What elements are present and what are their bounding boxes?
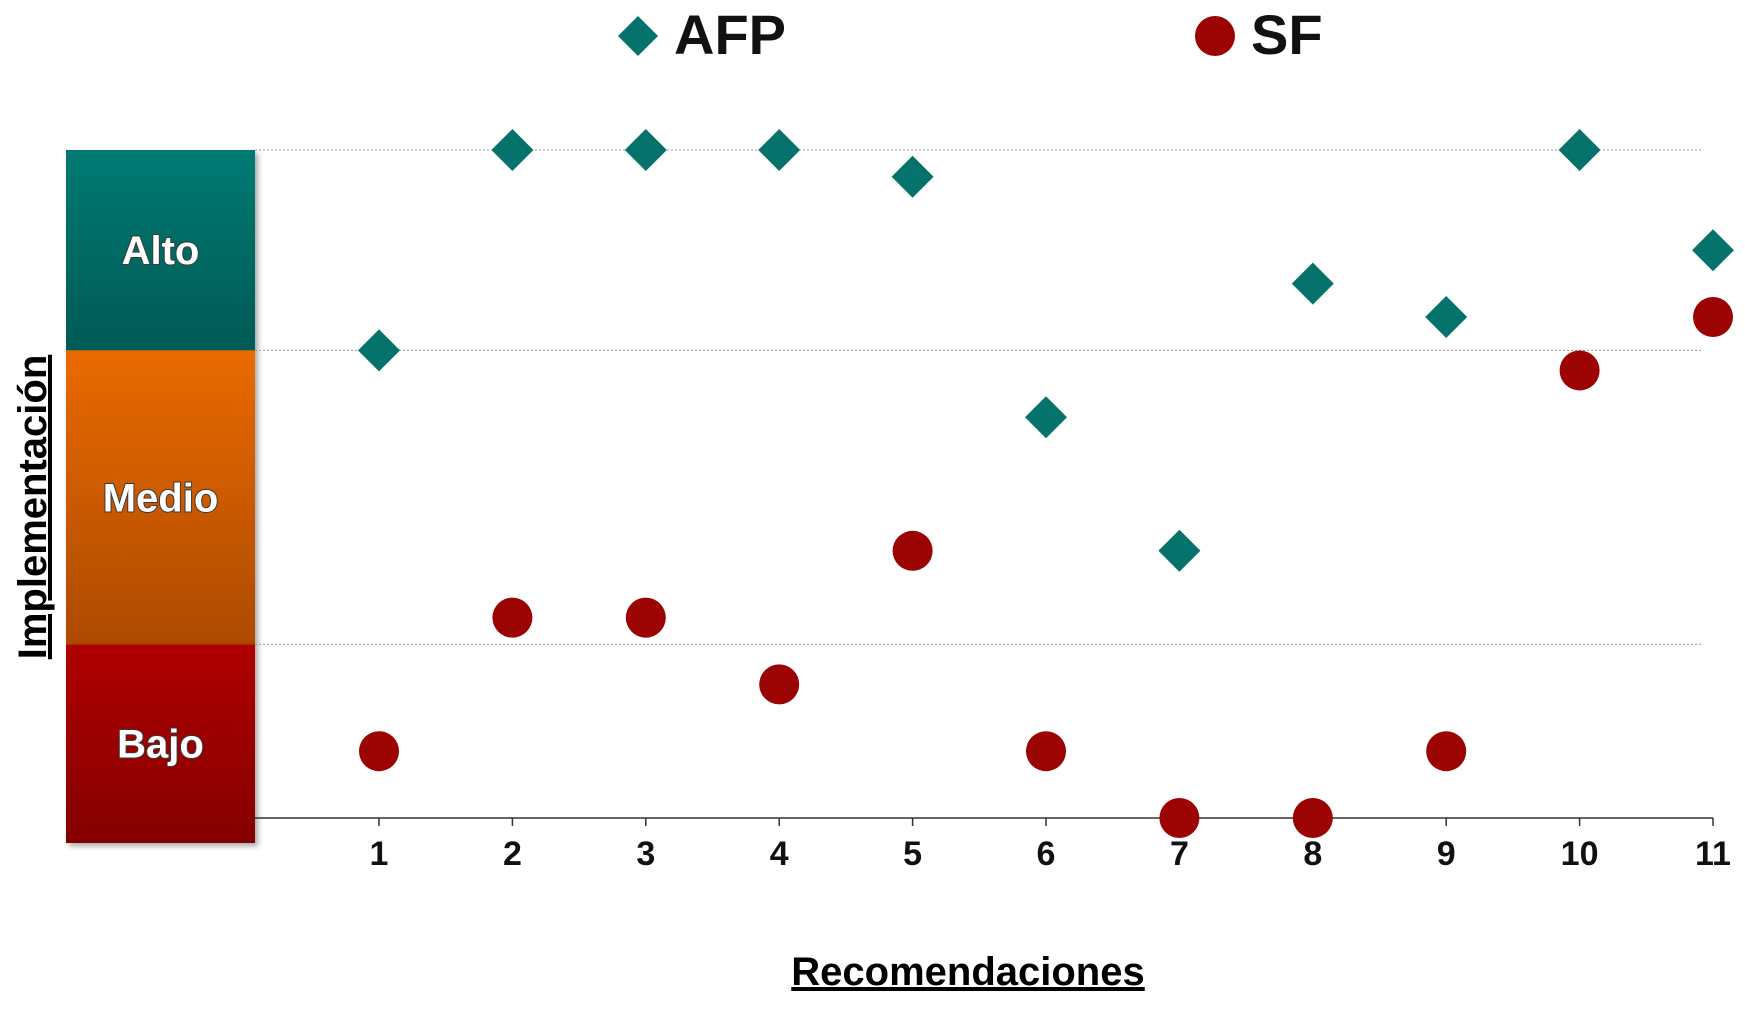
x-axis: 1 2 3 4 5 6 7 8 9 10 11 (255, 817, 1731, 873)
series-sf (359, 297, 1733, 838)
point-afp (891, 155, 934, 198)
x-tick-label: 9 (1437, 835, 1456, 873)
point-sf (892, 530, 933, 571)
point-sf (625, 597, 666, 638)
legend-item-afp: AFP (618, 3, 786, 66)
point-sf (359, 731, 399, 772)
x-tick-label: 11 (1695, 835, 1731, 873)
x-tick-label: 4 (770, 835, 789, 873)
band-medio: Medio (66, 350, 255, 645)
x-tick-label: 3 (636, 835, 655, 873)
point-sf (1026, 731, 1066, 772)
point-sf (759, 664, 800, 705)
point-afp (358, 329, 400, 372)
point-afp (624, 129, 667, 171)
x-tick-label: 7 (1170, 835, 1189, 873)
axis-titles: Recomendaciones Implementación (11, 355, 1145, 994)
y-axis-title: Implementación (11, 355, 55, 660)
band-bajo: Bajo (66, 644, 255, 843)
implementation-bands: Alto Medio Bajo (66, 150, 255, 843)
data-series (358, 129, 1734, 838)
band-alto-label: Alto (122, 229, 200, 273)
point-afp (1158, 529, 1201, 572)
band-medio-label: Medio (103, 476, 219, 520)
x-tick-label: 2 (503, 835, 522, 873)
legend-label: SF (1251, 3, 1323, 66)
legend-diamond-icon (618, 16, 658, 56)
point-afp (758, 129, 801, 171)
band-medio-fill (66, 350, 255, 645)
legend: AFP SF (618, 3, 1323, 66)
point-sf (492, 597, 533, 638)
point-afp (1692, 229, 1734, 272)
band-bajo-label: Bajo (117, 723, 204, 767)
point-afp (1558, 129, 1601, 171)
gridlines (255, 149, 1702, 645)
point-sf (1159, 798, 1200, 838)
band-alto: Alto (66, 150, 255, 351)
series-afp (358, 129, 1734, 572)
x-tick-label: 6 (1037, 835, 1056, 873)
point-sf (1559, 350, 1600, 391)
x-tick-label: 8 (1303, 835, 1322, 873)
x-tick-label: 10 (1561, 835, 1599, 873)
point-afp (1025, 396, 1067, 439)
legend-item-sf: SF (1195, 3, 1323, 66)
point-afp (1291, 262, 1334, 305)
point-afp (491, 129, 534, 171)
point-afp (1425, 296, 1468, 338)
x-tick-label: 5 (903, 835, 922, 873)
point-sf (1693, 297, 1733, 337)
point-sf (1426, 731, 1467, 772)
x-axis-title: Recomendaciones (791, 950, 1144, 994)
x-tick-label: 1 (370, 835, 389, 873)
legend-circle-icon (1195, 16, 1235, 56)
band-alto-fill (66, 150, 255, 351)
point-sf (1292, 798, 1333, 838)
band-bajo-fill (66, 644, 255, 843)
legend-label: AFP (674, 3, 786, 66)
